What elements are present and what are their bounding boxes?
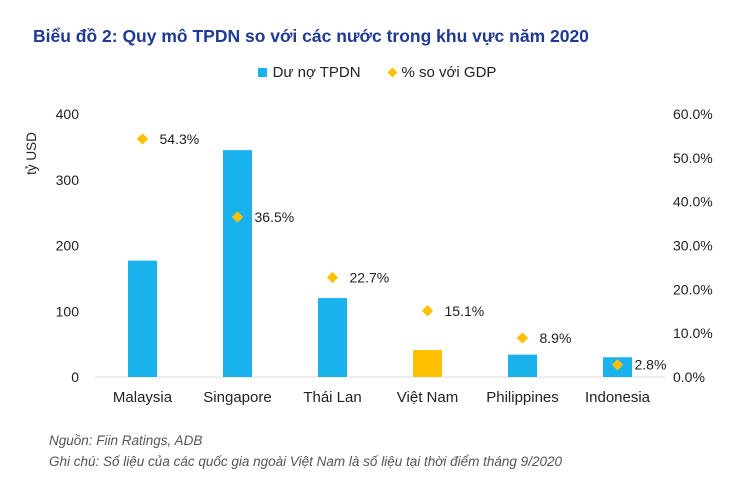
x-tick-label: Việt Nam [397, 389, 458, 406]
gdp-point-label: 8.9% [540, 330, 572, 346]
legend-bar-label: Dư nợ TPDN [272, 64, 361, 81]
gdp-point-label: 22.7% [350, 269, 390, 285]
y2-tick-label: 50.0% [673, 150, 713, 166]
y2-tick-label: 10.0% [673, 325, 713, 341]
x-tick-label: Thái Lan [303, 389, 361, 406]
y2-tick-label: 40.0% [673, 194, 713, 210]
y2-tick-label: 0.0% [673, 369, 705, 385]
chart-title: Biểu đồ 2: Quy mô TPDN so với các nước t… [33, 26, 589, 46]
gdp-point-label: 36.5% [255, 209, 295, 225]
gdp-point [231, 211, 244, 223]
legend-point-label: % so với GDP [401, 64, 497, 81]
y2-tick-label: 20.0% [673, 281, 713, 297]
gdp-point [516, 332, 529, 344]
y2-tick-label: 30.0% [673, 238, 713, 254]
gdp-point-label: 54.3% [160, 131, 200, 147]
gdp-point-label: 15.1% [445, 303, 485, 319]
legend-item-point: % so với GDP [387, 64, 497, 81]
legend: Dư nợ TPDN % so với GDP [0, 64, 754, 81]
y-tick-label: 100 [56, 303, 80, 319]
bar [128, 260, 157, 377]
gdp-point [136, 133, 149, 145]
gdp-point-label: 2.8% [635, 357, 667, 373]
x-tick-label: Malaysia [113, 389, 173, 406]
x-tick-label: Singapore [203, 389, 271, 406]
source-note: Nguồn: Fiin Ratings, ADB [49, 433, 203, 448]
gdp-point [421, 305, 434, 317]
gdp-point [326, 271, 339, 284]
legend-bar-swatch [257, 68, 267, 77]
bar [413, 350, 442, 377]
bar [318, 298, 347, 377]
y-tick-label: 300 [56, 172, 80, 188]
gdp-point [611, 359, 624, 371]
x-tick-label: Indonesia [585, 389, 651, 406]
y-tick-label: 200 [56, 238, 80, 254]
x-tick-label: Philippines [486, 389, 559, 406]
bar [223, 150, 252, 377]
y2-tick-label: 60.0% [673, 106, 713, 122]
legend-item-bar: Dư nợ TPDN [257, 64, 361, 81]
y-axis-title: tỷ USD [24, 132, 39, 175]
footnote: Ghi chú: Số liệu của các quốc gia ngoài … [49, 454, 562, 469]
bar [508, 354, 537, 377]
y-tick-label: 0 [71, 369, 79, 385]
y-tick-label: 400 [56, 106, 80, 122]
